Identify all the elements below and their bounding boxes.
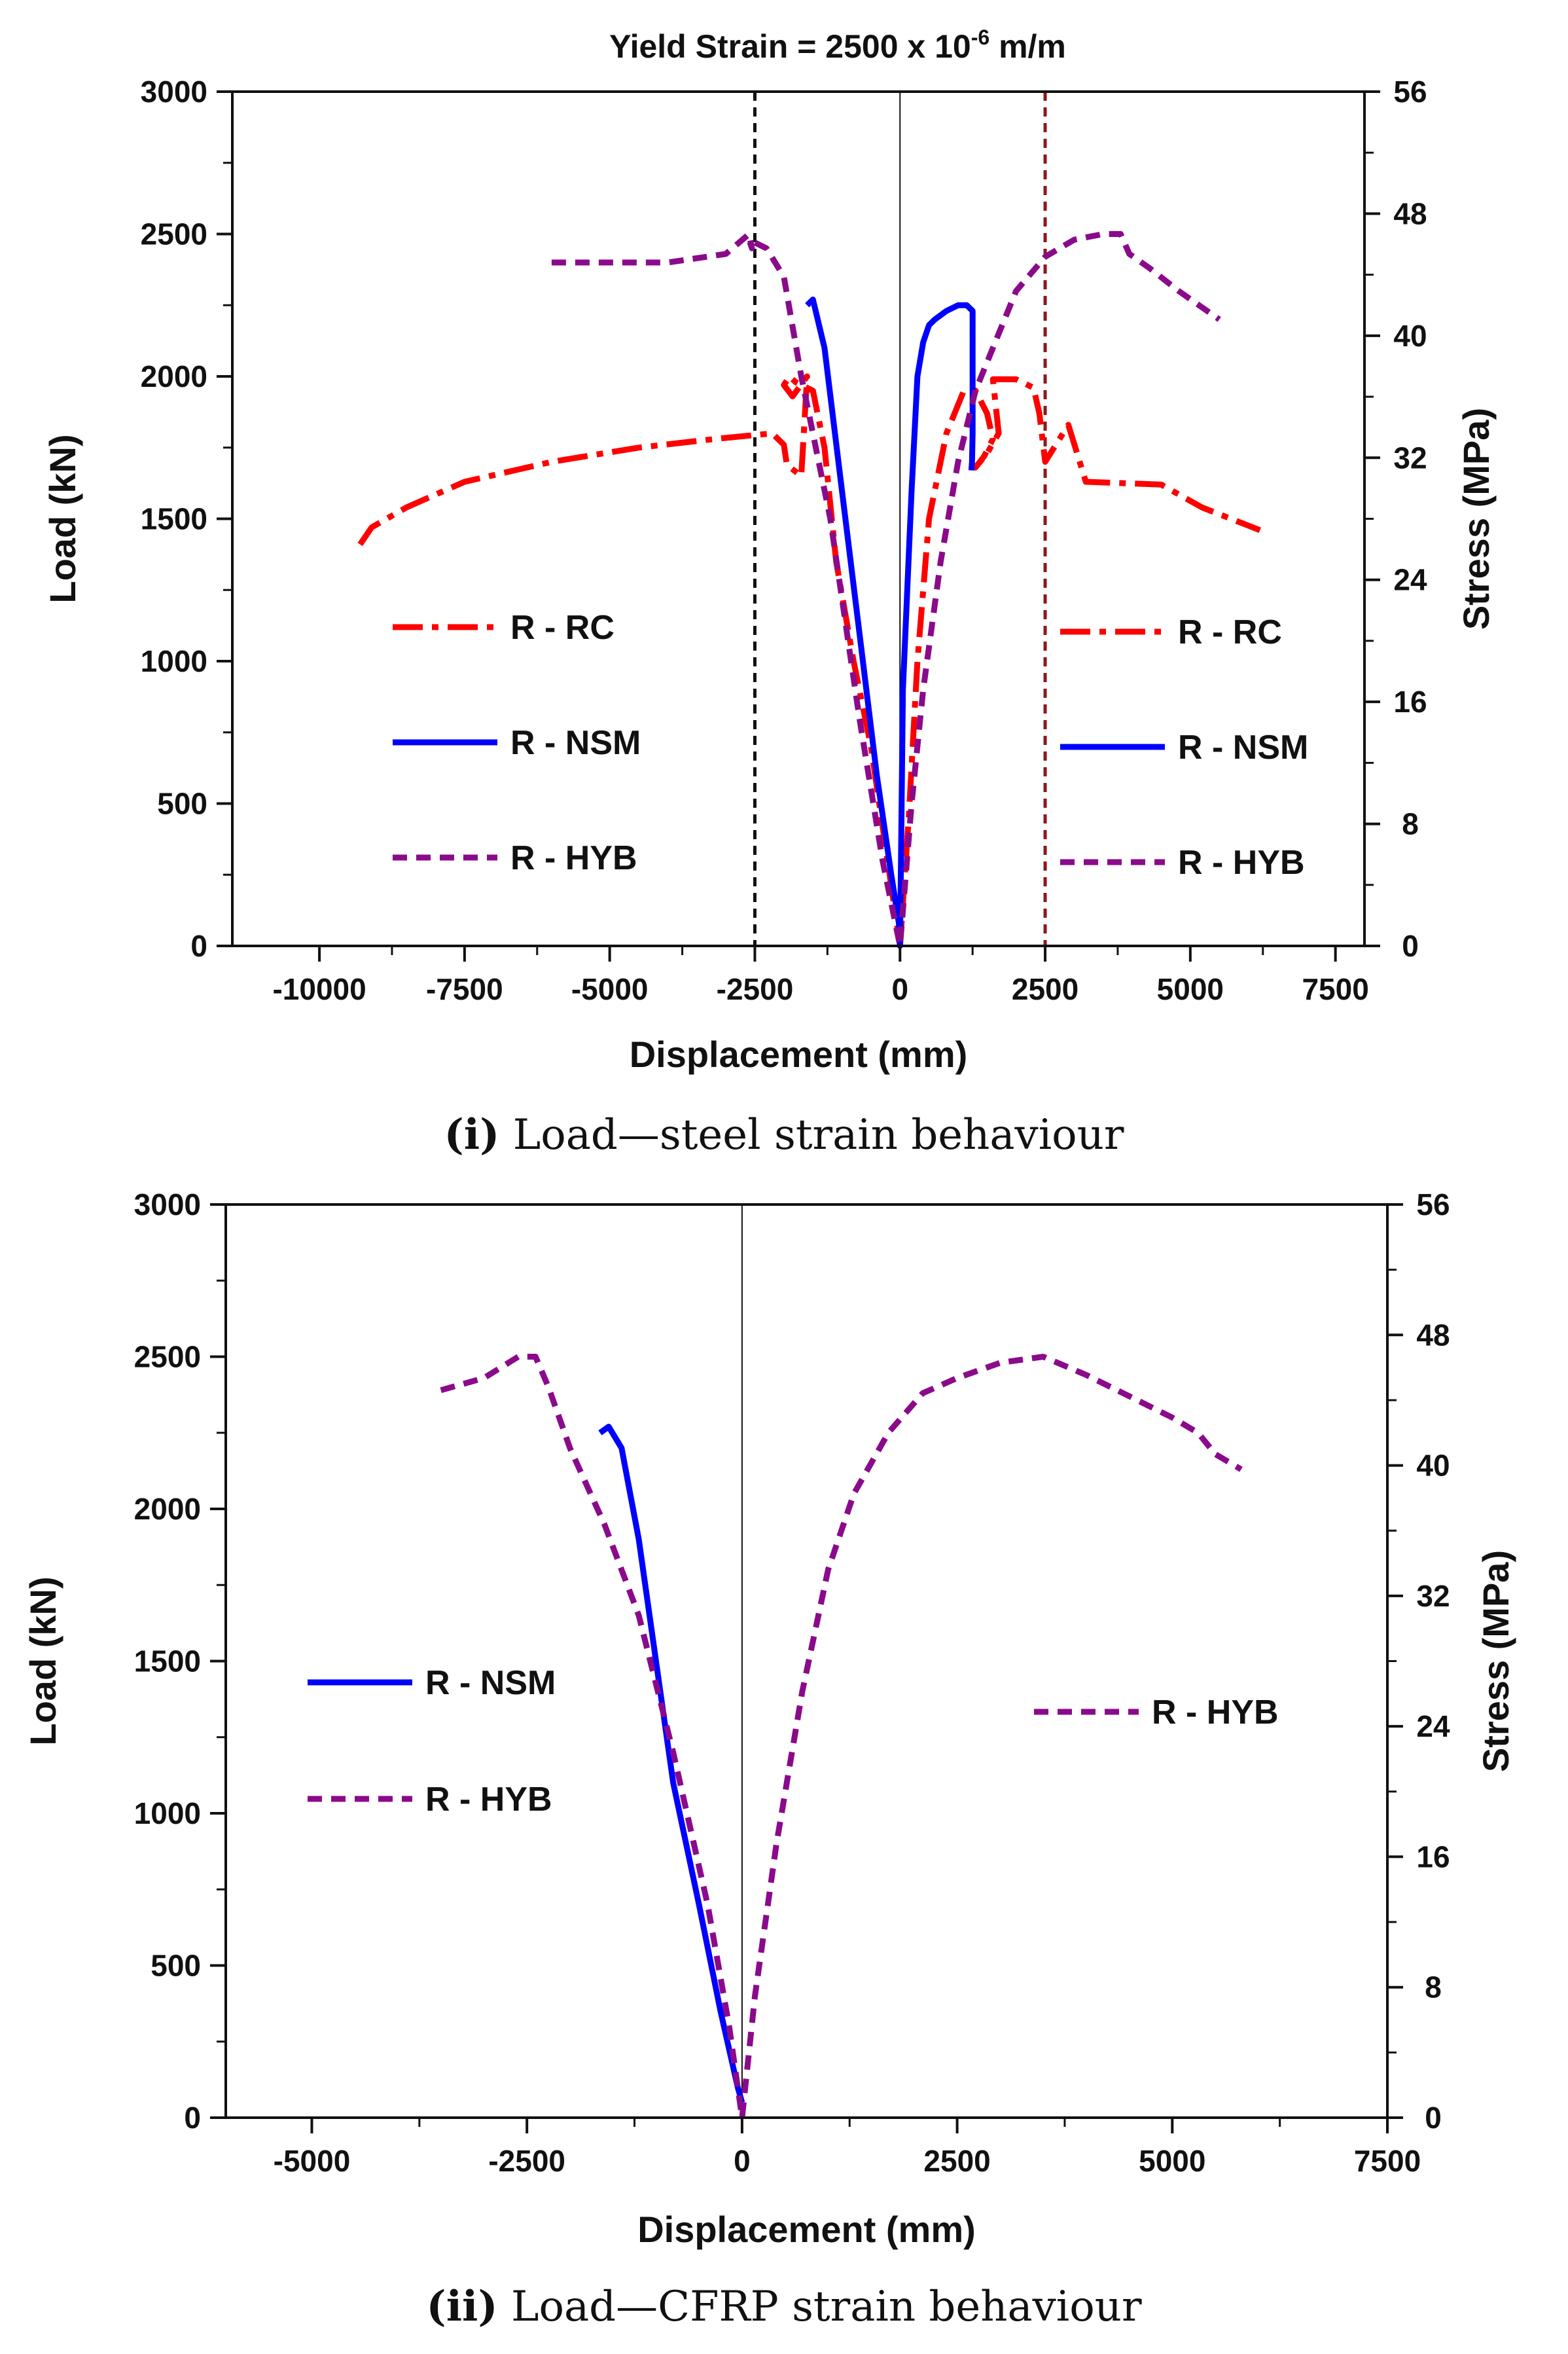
chart-0-y-axis-label: Load (kN) <box>42 434 83 603</box>
chart-1-series-r-hyb <box>440 1354 1243 2121</box>
chart-1-legend-label-left: R - HYB <box>425 1781 552 1819</box>
figure-title-main: Yield Strain = 2500 x 10 <box>609 28 971 65</box>
chart-1-caption-number: (ii) <box>426 2282 497 2331</box>
chart-1-x-tick-label: -5000 <box>274 2144 351 2178</box>
chart-0-x-tick-label: 5000 <box>1157 972 1224 1006</box>
chart-0-y2-axis-label: Stress (MPa) <box>1455 408 1497 630</box>
chart-1-y2-tick-label: 56 <box>1416 1187 1450 1222</box>
chart-0-y-tick-label: 1000 <box>141 644 207 678</box>
chart-0-y-tick-label: 2000 <box>141 359 207 393</box>
chart-0-legend-label-right: R - NSM <box>1178 729 1308 767</box>
chart-0-y-tick-label: 3000 <box>141 75 207 109</box>
chart-0-y-tick-label: 2500 <box>141 217 207 251</box>
chart-0-y2-tick-label: 0 <box>1402 929 1419 963</box>
chart-1-y-axis-label: Load (kN) <box>22 1576 63 1745</box>
chart-0-legend-label-left: R - HYB <box>510 839 637 877</box>
chart-0-x-tick-label: 0 <box>891 972 908 1006</box>
chart-0-legend-label-left: R - NSM <box>510 724 641 762</box>
chart-0-x-tick-label: -2500 <box>717 972 794 1006</box>
chart-0-y2-tick-label: 8 <box>1402 807 1419 841</box>
chart-1-x-tick-label: 5000 <box>1139 2144 1205 2178</box>
chart-1-x-axis-label: Displacement (mm) <box>637 2209 976 2250</box>
chart-0-y2-tick-label: 32 <box>1393 441 1427 475</box>
chart-1-x-tick-label: 0 <box>734 2144 751 2178</box>
chart-1-x-tick-label: -2500 <box>488 2144 565 2178</box>
chart-0-ticks: -10000 -7500 -5000 -2500 0 2500 5000 7500 0 500 10… <box>141 75 1427 1006</box>
chart-0-y-tick-label: 1500 <box>141 502 207 536</box>
chart-0-legend-label-right: R - RC <box>1178 613 1282 651</box>
chart-0-x-tick-label: -5000 <box>571 972 649 1006</box>
chart-0-x-tick-label: -7500 <box>426 972 503 1006</box>
chart-load-cfrp-strain: -5000 -2500 0 2500 5000 750005001000150020002… <box>22 1187 1516 2331</box>
chart-1-legend-label-right: R - HYB <box>1152 1693 1279 1731</box>
chart-1-y2-tick-label: 16 <box>1416 1839 1450 1874</box>
chart-1-ticks: -5000 -2500 0 2500 5000 750005001000150020002… <box>134 1187 1450 2178</box>
chart-1-legend-label-left: R - NSM <box>425 1664 556 1702</box>
figure-title-sup: -6 <box>971 26 989 49</box>
chart-1-y-tick-label: 1000 <box>134 1796 201 1830</box>
chart-1-series-layer <box>440 1354 1243 2121</box>
chart-0-y-tick-label: 0 <box>190 929 207 963</box>
chart-1-y-tick-label: 500 <box>151 1949 201 1983</box>
chart-0-y2-tick-label: 56 <box>1393 75 1427 109</box>
chart-1-y2-tick-label: 0 <box>1425 2101 1442 2135</box>
chart-0-series-r-hyb <box>551 231 1221 949</box>
chart-0-y-tick-label: 500 <box>157 787 207 821</box>
chart-0-caption-number: (i) <box>444 1110 499 1159</box>
chart-0-x-axis-label: Displacement (mm) <box>630 1034 968 1075</box>
chart-1-series-r-nsm <box>598 1423 745 2104</box>
chart-1-x-tick-label: 7500 <box>1354 2144 1421 2178</box>
chart-1-y2-tick-label: 32 <box>1416 1579 1450 1613</box>
chart-1-legends: R - NSM R - HYB R - HYB <box>308 1664 1279 1819</box>
chart-0-caption-text: Load—steel strain behaviour <box>499 1111 1124 1159</box>
chart-0-y2-tick-label: 24 <box>1393 563 1427 597</box>
chart-0-series-r-nsm <box>805 297 976 949</box>
chart-0-y2-tick-label: 48 <box>1393 196 1427 230</box>
chart-0-caption: (i) Load—steel strain behaviour <box>444 1110 1124 1159</box>
chart-1-y-tick-label: 0 <box>184 2101 201 2135</box>
chart-1-caption: (ii) Load—CFRP strain behaviour <box>426 2282 1142 2331</box>
chart-0-y2-tick-label: 40 <box>1393 319 1427 353</box>
figure-title: Yield Strain = 2500 x 10-6 m/m <box>609 26 1066 65</box>
chart-1-y-tick-label: 1500 <box>134 1644 201 1678</box>
chart-load-steel-strain: -10000 -7500 -5000 -2500 0 2500 5000 7500 0 500 10… <box>42 75 1497 1159</box>
chart-0-legend-label-right: R - HYB <box>1178 844 1305 882</box>
chart-1-y2-tick-label: 24 <box>1416 1709 1450 1743</box>
chart-1-y-tick-label: 3000 <box>134 1187 201 1222</box>
chart-1-y2-tick-label: 8 <box>1425 1970 1442 2004</box>
chart-1-y2-axis-label: Stress (MPa) <box>1475 1550 1516 1772</box>
chart-1-y2-tick-label: 48 <box>1416 1318 1450 1352</box>
figure-title-unit: m/m <box>989 28 1066 65</box>
chart-0-x-tick-label: 2500 <box>1012 972 1078 1006</box>
chart-1-caption-text: Load—CFRP strain behaviour <box>498 2283 1142 2331</box>
chart-0-x-tick-label: -10000 <box>272 972 366 1006</box>
chart-1-y-tick-label: 2000 <box>134 1492 201 1526</box>
chart-1-x-tick-label: 2500 <box>923 2144 990 2178</box>
chart-1-y2-tick-label: 40 <box>1416 1449 1450 1483</box>
chart-0-legends: R - RC R - NSM R - HYB R - RC R - NSM R - HYB <box>393 609 1308 882</box>
chart-0-y2-tick-label: 16 <box>1393 685 1427 719</box>
chart-0-legend-label-left: R - RC <box>510 609 615 647</box>
chart-1-y-tick-label: 2500 <box>134 1340 201 1374</box>
chart-0-x-tick-label: 7500 <box>1302 972 1368 1006</box>
